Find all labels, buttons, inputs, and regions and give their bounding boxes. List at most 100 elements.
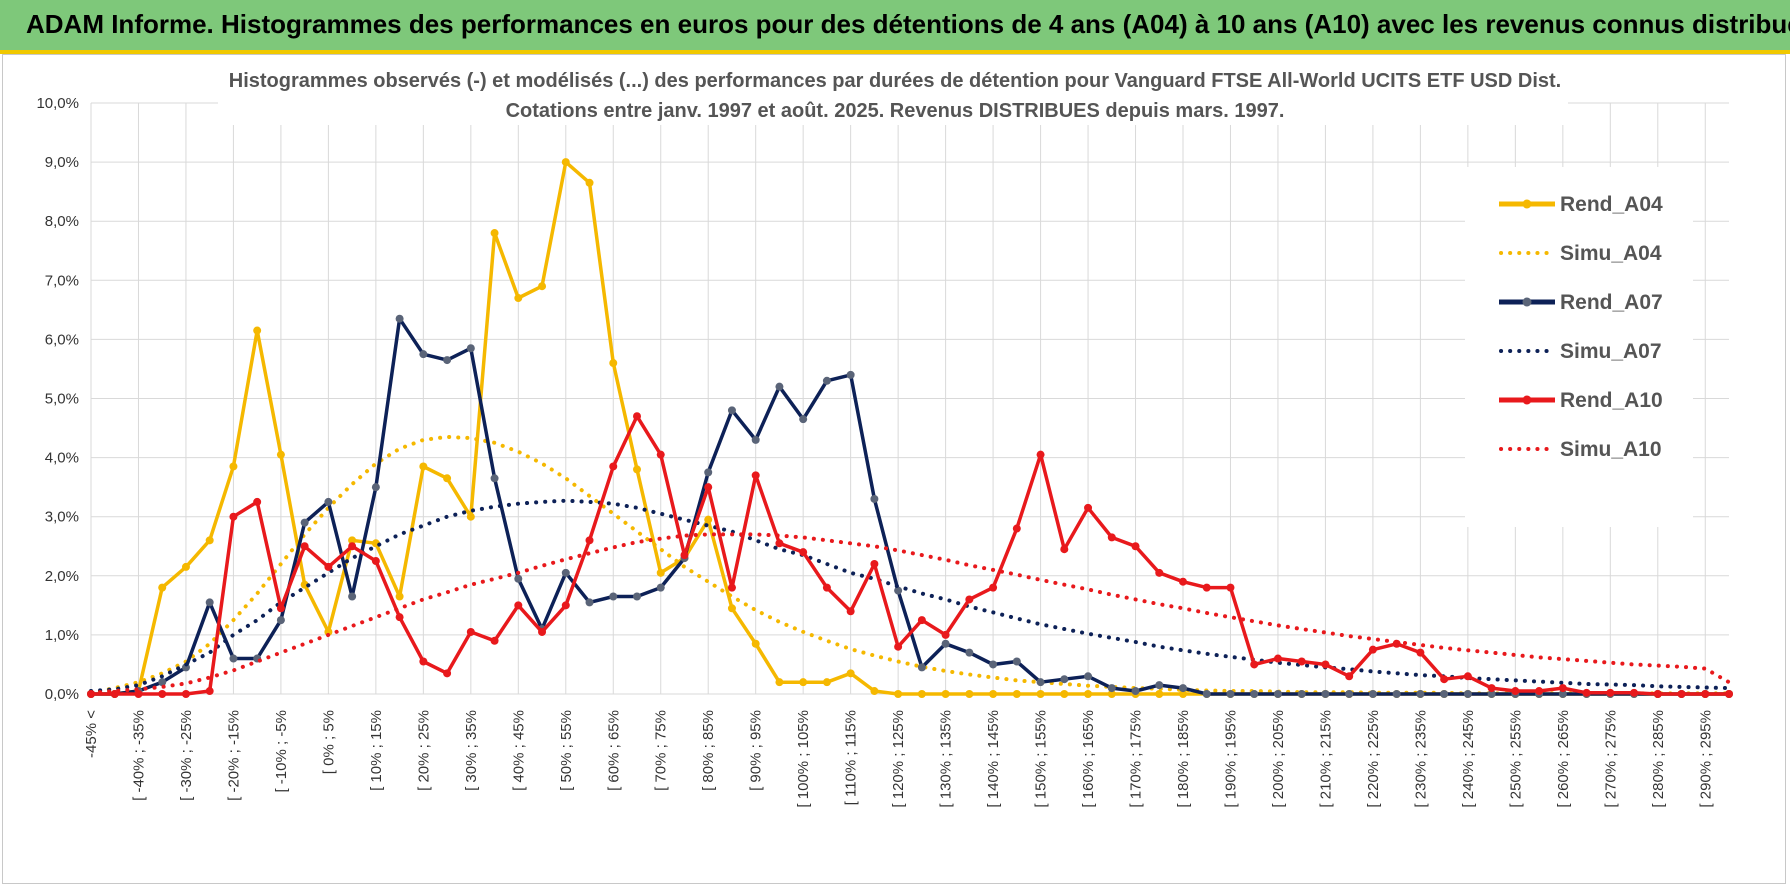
data-point [419, 350, 428, 359]
data-point [229, 654, 238, 663]
data-point [917, 690, 926, 698]
data-point [1677, 690, 1686, 698]
data-point [348, 536, 357, 545]
data-point [1630, 688, 1639, 697]
x-tick-label: [ 130% ; 135% [938, 710, 955, 808]
legend-label: Simu_A04 [1560, 242, 1662, 265]
data-point [656, 450, 665, 459]
data-point [490, 474, 499, 483]
x-tick-label: [ 220% ; 225% [1365, 710, 1382, 808]
data-point [609, 359, 618, 368]
data-point [1463, 690, 1472, 698]
data-point [205, 687, 214, 696]
data-point [894, 586, 903, 595]
data-point [1463, 672, 1472, 681]
x-tick-label: [ 30% ; 35% [463, 710, 480, 791]
data-point [1084, 672, 1093, 681]
data-point [514, 601, 523, 610]
series-line-Rend_A07 [91, 316, 1729, 696]
data-point [490, 229, 499, 238]
page-title: ADAM Informe. Histogrammes des performan… [26, 9, 1790, 39]
data-point [941, 690, 950, 698]
legend-label: Rend_A10 [1560, 389, 1663, 412]
data-point [348, 542, 357, 551]
x-tick-label: [ 190% ; 195% [1222, 710, 1239, 808]
x-tick-label: [ 50% ; 55% [558, 710, 575, 791]
data-point [1084, 503, 1093, 512]
series-line-Simu_A10 [89, 532, 1731, 695]
x-tick-label: [ 270% ; 275% [1602, 710, 1619, 808]
data-point [419, 462, 428, 471]
data-point [727, 406, 736, 415]
data-point [1487, 690, 1496, 698]
data-point [894, 690, 903, 698]
data-point [324, 497, 333, 506]
x-tick-label: [ 240% ; 245% [1460, 710, 1477, 808]
y-axis-ticks: 0,0% 1,0% 2,0% 3,0% 4,0% 5,0% 6,0% 7,0% 8,0% 9,0%… [36, 95, 79, 703]
data-point [300, 542, 309, 551]
data-point [1012, 657, 1021, 666]
data-point [870, 559, 879, 568]
data-point [419, 657, 428, 666]
data-point [1582, 688, 1591, 697]
y-tick-label: 2,0% [45, 568, 79, 585]
data-point [965, 690, 974, 698]
data-point [989, 583, 998, 592]
data-point [1179, 684, 1187, 693]
y-tick-label: 5,0% [45, 391, 79, 408]
data-point [965, 648, 974, 657]
data-point [1416, 648, 1425, 657]
x-axis-ticks: -45% < [ -40% ; -35% [ -30% ; -25% [ -20% ;… [83, 710, 1714, 808]
chart-title-background [218, 61, 1568, 125]
data-point [205, 598, 214, 607]
x-tick-label: [ 0% ; 5% [320, 710, 337, 774]
data-point [1345, 690, 1354, 698]
data-point [870, 687, 879, 696]
data-point [395, 613, 404, 622]
data-point [561, 158, 570, 167]
data-point [443, 669, 452, 678]
x-tick-label: [ -20% ; -15% [225, 710, 242, 801]
data-point [205, 536, 214, 545]
data-point [870, 494, 879, 503]
data-point [917, 663, 926, 672]
data-point [1273, 690, 1282, 698]
x-tick-label: [ 230% ; 235% [1412, 710, 1429, 808]
data-point [775, 539, 784, 548]
data-point [561, 601, 570, 610]
data-point [585, 178, 594, 187]
y-tick-label: 9,0% [45, 154, 79, 171]
data-point [585, 536, 594, 545]
data-point [1321, 660, 1330, 669]
data-point [1060, 690, 1069, 698]
x-tick-label: [ 160% ; 165% [1080, 710, 1097, 808]
x-tick-label: [ 170% ; 175% [1128, 710, 1145, 808]
x-tick-label: [ 250% ; 255% [1507, 710, 1524, 808]
x-tick-label: [ 290% ; 295% [1697, 710, 1714, 808]
data-point [253, 497, 262, 506]
data-point [633, 592, 641, 601]
x-tick-label: [ 140% ; 145% [985, 710, 1002, 808]
data-point [395, 592, 404, 601]
data-point [775, 678, 784, 687]
data-point [158, 690, 167, 698]
data-point [751, 435, 760, 444]
x-tick-label: [ 70% ; 75% [653, 710, 670, 791]
data-point [1535, 687, 1544, 696]
data-point [1179, 690, 1187, 698]
data-point [466, 512, 475, 521]
data-point [466, 627, 475, 636]
x-tick-label: [ 80% ; 85% [700, 710, 717, 791]
data-point [1725, 690, 1733, 698]
data-point [1202, 583, 1211, 592]
x-tick-label: [ 100% ; 105% [795, 710, 812, 808]
legend-marker [1522, 297, 1532, 307]
data-point [656, 568, 665, 577]
data-point [917, 616, 926, 625]
x-tick-label: [ 10% ; 15% [368, 710, 385, 791]
data-point [276, 616, 285, 625]
data-point [989, 660, 998, 669]
data-point [300, 518, 309, 527]
data-point [1107, 533, 1116, 542]
data-point [1321, 690, 1330, 698]
